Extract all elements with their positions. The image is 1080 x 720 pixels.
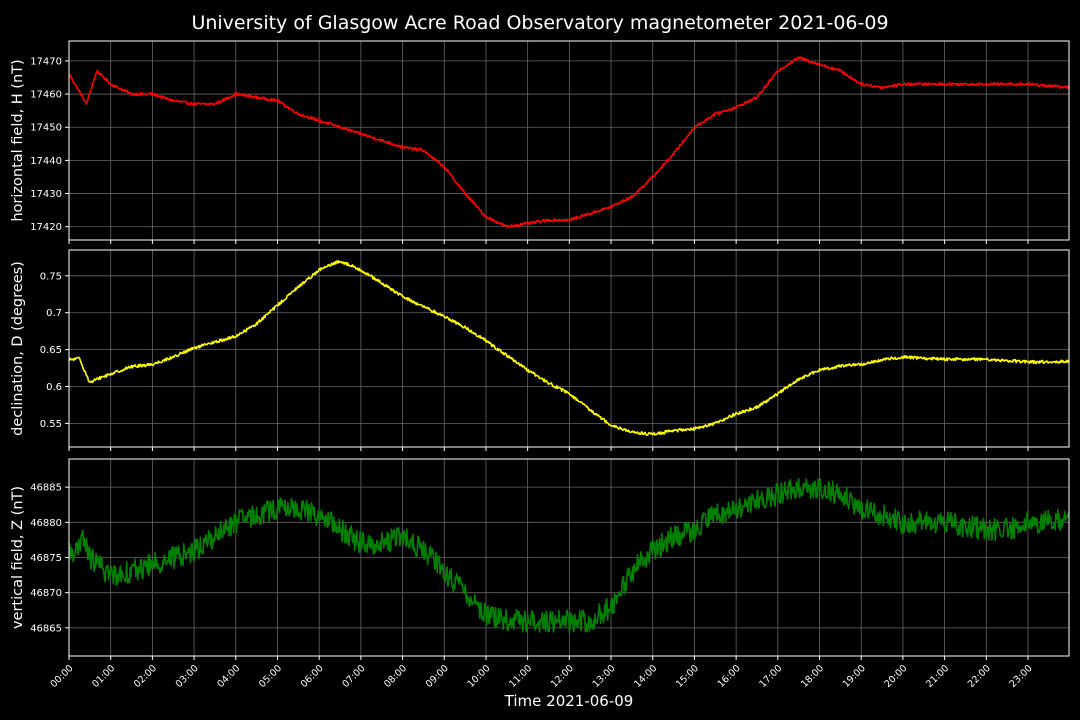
y-tick-label: 17460 <box>30 90 62 101</box>
y-axis-label: horizontal field, H (nT) <box>10 59 26 221</box>
y-tick-label: 46880 <box>30 518 62 529</box>
y-tick-label: 17470 <box>30 56 62 67</box>
y-tick-label: 0.7 <box>46 308 62 319</box>
y-tick-label: 0.6 <box>46 382 62 393</box>
axes-frame <box>68 40 1070 241</box>
y-tick-label: 17440 <box>30 156 62 167</box>
y-tick-label: 46875 <box>30 553 62 564</box>
panel-1: 17420 17430 17440 17450 17460 17470 horizontal… <box>10 40 1070 244</box>
y-tick-label: 17420 <box>30 222 62 233</box>
series-line <box>68 260 1070 437</box>
y-axis-label: declination, D (degrees) <box>10 261 26 436</box>
series-line <box>68 478 1070 633</box>
x-axis-label: Time 2021-06-09 <box>504 692 634 710</box>
y-tick-label: 46870 <box>30 588 62 599</box>
series-line <box>68 56 1070 228</box>
figure-title: University of Glasgow Acre Road Observat… <box>191 12 888 34</box>
y-tick-label: 0.75 <box>40 271 62 282</box>
axes-frame <box>68 249 1070 448</box>
y-tick-label: 17450 <box>30 123 62 134</box>
axes-frame <box>68 458 1070 657</box>
y-tick-label: 0.65 <box>40 345 62 356</box>
y-tick-label: 46865 <box>30 623 62 634</box>
y-tick-label: 17430 <box>30 189 62 200</box>
panel-2: 0.55 0.6 0.65 0.7 0.75 declination, D (degree… <box>10 249 1070 451</box>
y-tick-label: 0.55 <box>40 419 62 430</box>
y-axis-label: vertical field, Z (nT) <box>10 486 26 629</box>
y-tick-label: 46885 <box>30 483 62 494</box>
